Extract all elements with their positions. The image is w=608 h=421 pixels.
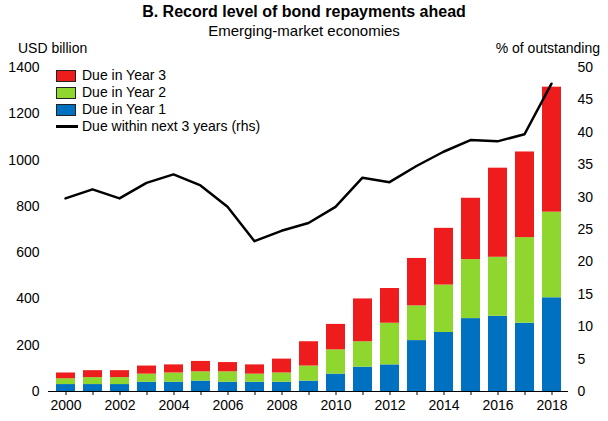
svg-text:25: 25 xyxy=(578,221,594,237)
html-text:Due in Year 2: Due in Year 2 xyxy=(82,84,167,100)
svg-text:10: 10 xyxy=(578,318,594,334)
html-text:Due within next 3 years (rhs): Due within next 3 years (rhs) xyxy=(82,118,261,134)
svg-text:1000: 1000 xyxy=(8,152,39,168)
svg-text:1200: 1200 xyxy=(8,105,39,121)
svg-text:2010: 2010 xyxy=(320,397,351,413)
svg-text:2000: 2000 xyxy=(50,397,81,413)
svg-text:50: 50 xyxy=(578,59,594,75)
svg-text:1400: 1400 xyxy=(8,59,39,75)
svg-text:15: 15 xyxy=(578,286,594,302)
svg-text:2006: 2006 xyxy=(212,397,243,413)
svg-text:20: 20 xyxy=(578,253,594,269)
svg-text:5: 5 xyxy=(578,351,586,367)
svg-text:35: 35 xyxy=(578,156,594,172)
svg-text:2008: 2008 xyxy=(266,397,297,413)
svg-text:30: 30 xyxy=(578,189,594,205)
html-text:Due in Year 1: Due in Year 1 xyxy=(82,101,167,117)
svg-text:600: 600 xyxy=(16,244,40,260)
html-text:Due in Year 3: Due in Year 3 xyxy=(82,67,167,83)
svg-text:2002: 2002 xyxy=(104,397,135,413)
svg-text:200: 200 xyxy=(16,337,40,353)
svg-text:2004: 2004 xyxy=(158,397,189,413)
html-text:USD billion: USD billion xyxy=(18,40,88,56)
svg-text:400: 400 xyxy=(16,290,40,306)
svg-text:2018: 2018 xyxy=(536,397,567,413)
svg-text:800: 800 xyxy=(16,198,40,214)
html-text:% of outstanding: % of outstanding xyxy=(495,40,600,56)
svg-text:45: 45 xyxy=(578,91,594,107)
svg-text:0: 0 xyxy=(578,383,586,399)
html-text:B. Record level of bond repaym: B. Record level of bond repayments ahead xyxy=(142,3,466,20)
svg-text:2016: 2016 xyxy=(482,397,513,413)
svg-text:2014: 2014 xyxy=(428,397,459,413)
svg-text:2012: 2012 xyxy=(374,397,405,413)
html-text:Emerging-market economies: Emerging-market economies xyxy=(208,22,400,39)
svg-text:40: 40 xyxy=(578,124,594,140)
svg-text:0: 0 xyxy=(32,383,40,399)
